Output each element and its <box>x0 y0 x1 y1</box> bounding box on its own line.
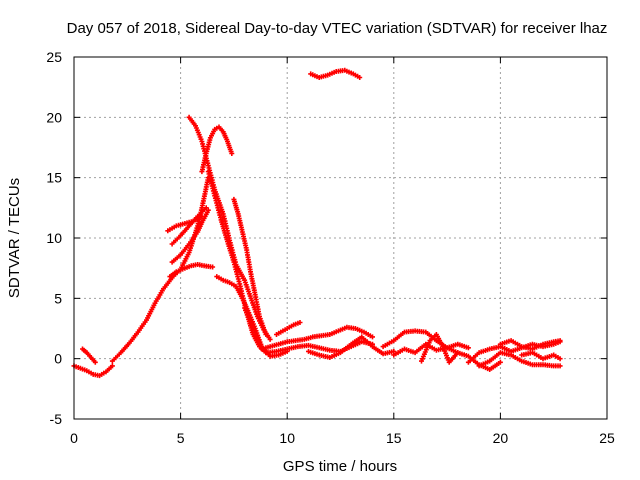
trace-markers <box>476 350 563 369</box>
trace-isolated-top <box>308 67 363 80</box>
trace-markers <box>519 350 563 362</box>
trace-markers <box>109 175 211 364</box>
y-tick-label: 20 <box>46 109 62 125</box>
trace-flat-1 <box>259 324 375 352</box>
x-axis-label: GPS time / hours <box>283 458 397 475</box>
chart-title: Day 057 of 2018, Sidereal Day-to-day VTE… <box>67 20 608 37</box>
y-tick-label: 15 <box>46 170 62 186</box>
x-tick-label: 20 <box>493 430 509 446</box>
y-tick-label: -5 <box>50 411 63 427</box>
axis-ticks: 0 5 10 15 20 25 -5 0 5 10 15 20 25 <box>46 49 615 446</box>
x-tick-label: 0 <box>70 430 78 446</box>
x-tick-label: 25 <box>599 430 615 446</box>
x-tick-label: 10 <box>279 430 295 446</box>
trace-sub-1 <box>167 262 216 280</box>
data-points <box>71 67 563 379</box>
trace-hook <box>80 346 98 365</box>
trace-markers <box>165 213 205 234</box>
trace-markers <box>169 207 211 265</box>
trace-markers <box>167 262 216 280</box>
trace-main-rise <box>109 175 211 364</box>
trace-sub-2 <box>169 207 211 265</box>
trace-sub-4 <box>165 213 205 234</box>
trace-top-arc <box>199 124 235 175</box>
trace-band-e <box>497 338 563 352</box>
trace-markers <box>80 346 98 365</box>
trace-markers <box>199 124 235 175</box>
y-tick-label: 5 <box>54 290 62 306</box>
trace-markers <box>419 332 461 365</box>
y-axis-label: SDTVAR / TECUs <box>6 178 23 298</box>
trace-band-f <box>519 350 563 362</box>
y-tick-label: 10 <box>46 230 62 246</box>
trace-markers <box>306 334 397 360</box>
trace-markers <box>231 196 269 337</box>
trace-mid-fall <box>231 196 269 337</box>
x-tick-label: 5 <box>177 430 185 446</box>
y-tick-label: 25 <box>46 49 62 65</box>
trace-markers <box>71 363 115 379</box>
trace-markers <box>259 324 375 352</box>
trace-markers <box>308 67 363 80</box>
trace-early-dip <box>71 363 115 379</box>
trace-flat-3 <box>274 320 303 337</box>
trace-markers <box>497 338 563 352</box>
trace-band-d <box>476 350 563 369</box>
trace-flat-4 <box>306 334 397 360</box>
y-tick-label: 0 <box>54 351 62 367</box>
trace-markers <box>274 320 303 337</box>
trace-band-b <box>419 332 461 365</box>
x-tick-label: 15 <box>386 430 402 446</box>
grid <box>74 57 607 419</box>
